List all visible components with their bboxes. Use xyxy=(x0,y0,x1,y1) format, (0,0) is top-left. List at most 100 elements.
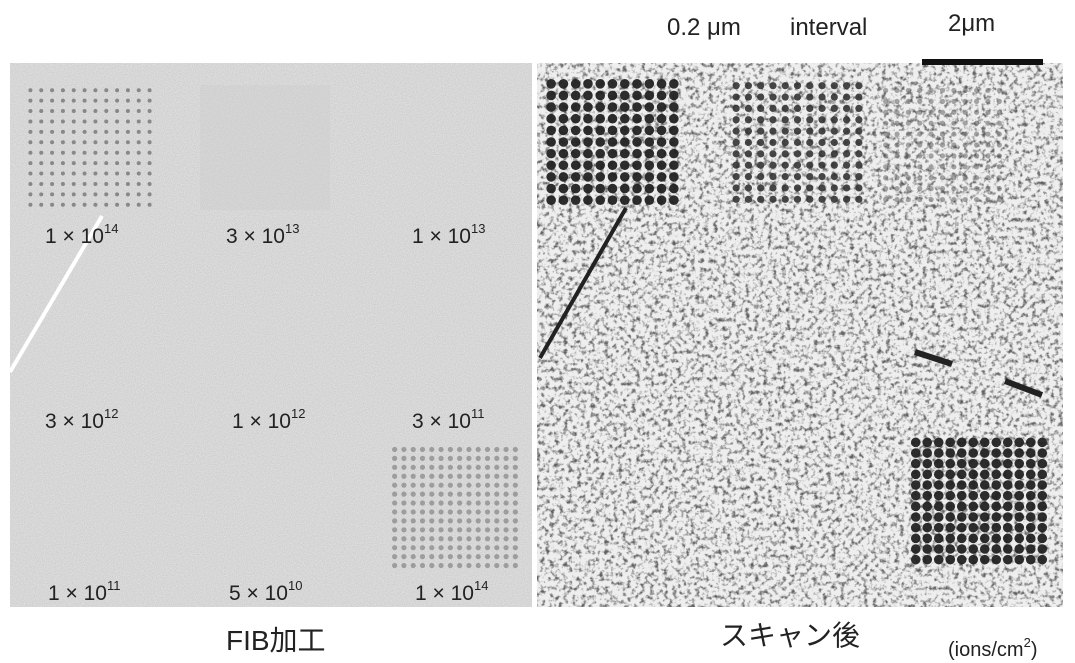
dot xyxy=(911,480,921,490)
dot xyxy=(1003,544,1013,554)
dot xyxy=(645,195,655,205)
dot xyxy=(448,500,453,505)
dot xyxy=(855,93,862,100)
dot xyxy=(137,109,141,113)
dot xyxy=(39,182,43,186)
dot xyxy=(940,153,945,158)
dot xyxy=(1037,502,1047,512)
dot xyxy=(494,500,499,505)
dot xyxy=(93,192,97,196)
dot xyxy=(608,91,618,101)
dot xyxy=(148,151,152,155)
dot xyxy=(104,203,108,207)
dot xyxy=(1003,470,1013,480)
dot xyxy=(894,99,899,104)
dot xyxy=(466,465,471,470)
dot xyxy=(83,192,87,196)
dot xyxy=(50,130,54,134)
dot xyxy=(583,114,593,124)
dot xyxy=(494,545,499,550)
dot xyxy=(991,448,1001,458)
dot xyxy=(50,182,54,186)
dot xyxy=(657,137,667,147)
dot xyxy=(126,151,130,155)
dot xyxy=(1026,491,1036,501)
dot xyxy=(72,130,76,134)
dot xyxy=(583,172,593,182)
dot xyxy=(917,164,922,169)
dot xyxy=(980,448,990,458)
dot xyxy=(61,192,65,196)
dot xyxy=(1014,512,1024,522)
dot xyxy=(922,470,932,480)
dot xyxy=(420,483,425,488)
dot xyxy=(968,491,978,501)
dot xyxy=(620,79,630,89)
dot xyxy=(137,192,141,196)
dot xyxy=(494,509,499,514)
dot xyxy=(951,142,956,147)
dot xyxy=(991,480,1001,490)
dot xyxy=(513,456,518,461)
dot xyxy=(115,192,119,196)
dot xyxy=(906,197,911,202)
dot xyxy=(806,105,813,112)
dot xyxy=(39,88,43,92)
dot xyxy=(934,448,944,458)
dot xyxy=(83,203,87,207)
dot xyxy=(997,99,1002,104)
dot xyxy=(457,527,462,532)
dot xyxy=(148,119,152,123)
dot xyxy=(438,563,443,568)
dot xyxy=(957,491,967,501)
dot xyxy=(794,162,801,169)
dot xyxy=(137,172,141,176)
dot xyxy=(733,116,740,123)
dot xyxy=(769,173,776,180)
dot xyxy=(466,527,471,532)
dot xyxy=(769,128,776,135)
dot xyxy=(757,162,764,169)
dot xyxy=(1026,502,1036,512)
dot xyxy=(546,91,556,101)
dot xyxy=(466,447,471,452)
dot xyxy=(595,114,605,124)
dot xyxy=(104,151,108,155)
dose-base: 1 × 10 xyxy=(415,582,474,605)
dot xyxy=(28,140,32,144)
dot xyxy=(104,172,108,176)
dot xyxy=(934,470,944,480)
dot xyxy=(83,119,87,123)
dose-exp: 11 xyxy=(107,578,121,593)
dot xyxy=(148,172,152,176)
dot xyxy=(985,110,990,115)
dot xyxy=(632,149,642,159)
dot xyxy=(911,523,921,533)
dot xyxy=(595,79,605,89)
dot xyxy=(401,554,406,559)
dot xyxy=(476,456,481,461)
dot xyxy=(583,137,593,147)
dot xyxy=(583,149,593,159)
dot xyxy=(126,119,130,123)
dot xyxy=(115,88,119,92)
dot xyxy=(806,162,813,169)
dot xyxy=(745,173,752,180)
dot xyxy=(917,197,922,202)
dot xyxy=(466,554,471,559)
dot xyxy=(1026,534,1036,544)
dot xyxy=(782,196,789,203)
dot xyxy=(571,149,581,159)
dot xyxy=(559,137,569,147)
dot xyxy=(411,554,416,559)
dot xyxy=(963,110,968,115)
dot xyxy=(645,126,655,136)
dot xyxy=(1014,523,1024,533)
dot xyxy=(929,197,934,202)
dot xyxy=(997,131,1002,136)
dot xyxy=(513,500,518,505)
dot xyxy=(657,149,667,159)
dot xyxy=(951,153,956,158)
dot xyxy=(945,459,955,469)
dot xyxy=(769,105,776,112)
